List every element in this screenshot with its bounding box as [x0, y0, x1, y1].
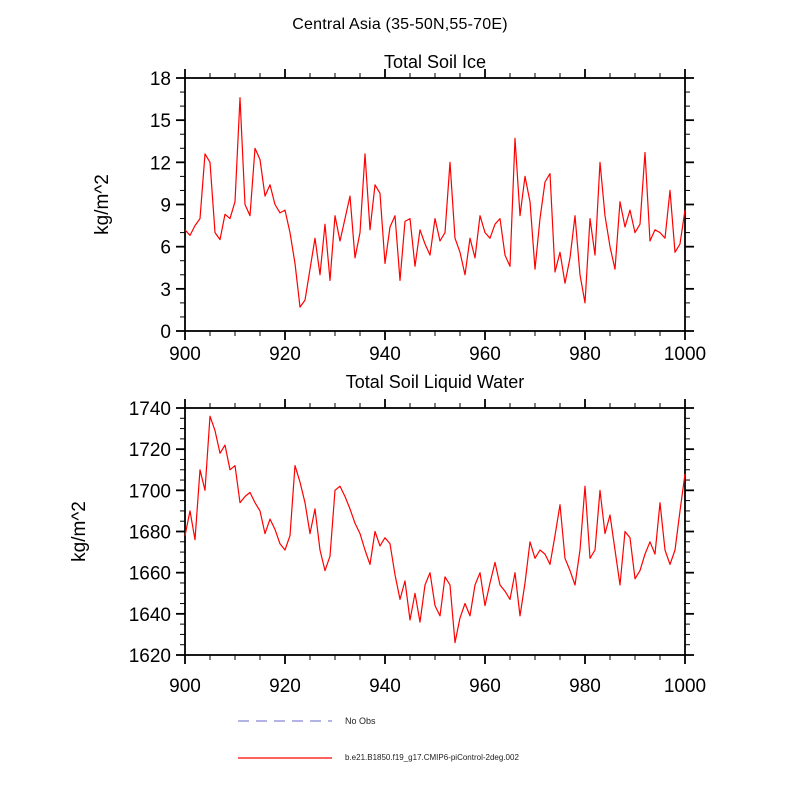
svg-text:1620: 1620	[129, 646, 171, 667]
svg-text:1680: 1680	[129, 523, 171, 544]
svg-text:kg/m^2: kg/m^2	[92, 174, 113, 235]
svg-text:920: 920	[269, 676, 301, 697]
svg-text:18: 18	[150, 69, 171, 90]
svg-text:kg/m^2: kg/m^2	[69, 501, 90, 562]
legend-item-no-obs: No Obs	[237, 716, 376, 726]
svg-text:900: 900	[169, 676, 201, 697]
legend-label-model-run: b.e21.B1850.f19_g17.CMIP6-piControl-2deg…	[345, 753, 519, 762]
svg-text:1000: 1000	[664, 676, 706, 697]
svg-text:960: 960	[469, 344, 501, 365]
svg-text:1640: 1640	[129, 605, 171, 626]
svg-text:1700: 1700	[129, 481, 171, 502]
legend-item-model-run: b.e21.B1850.f19_g17.CMIP6-piControl-2deg…	[237, 753, 519, 762]
page-title: Central Asia (35-50N,55-70E)	[292, 16, 508, 33]
svg-text:Total Soil Ice: Total Soil Ice	[384, 52, 486, 72]
svg-text:12: 12	[150, 153, 171, 174]
svg-text:1660: 1660	[129, 564, 171, 585]
svg-text:960: 960	[469, 676, 501, 697]
svg-text:940: 940	[369, 344, 401, 365]
svg-text:900: 900	[169, 344, 201, 365]
solid-line-sample	[238, 756, 332, 759]
svg-text:980: 980	[569, 344, 601, 365]
soil-liquid-water-chart: 900 920 940 960 980 1000 1620 1640 1660 1680 1700 1…	[69, 372, 706, 697]
svg-text:Total Soil Liquid Water: Total Soil Liquid Water	[346, 372, 524, 392]
soil-ice-chart: 900 920 940 960 980 1000 0 3 6 9 12 15 18 Total Soil …	[92, 52, 706, 365]
svg-text:920: 920	[269, 344, 301, 365]
legend-label-no-obs: No Obs	[345, 716, 376, 726]
svg-text:980: 980	[569, 676, 601, 697]
svg-text:1000: 1000	[664, 344, 706, 365]
dashed-line-sample	[238, 720, 332, 722]
svg-text:940: 940	[369, 676, 401, 697]
svg-text:3: 3	[160, 280, 171, 301]
svg-text:15: 15	[150, 111, 171, 132]
svg-text:1720: 1720	[129, 440, 171, 461]
svg-text:6: 6	[160, 238, 171, 259]
svg-text:0: 0	[160, 322, 171, 343]
svg-text:1740: 1740	[129, 399, 171, 420]
svg-text:9: 9	[160, 196, 171, 217]
